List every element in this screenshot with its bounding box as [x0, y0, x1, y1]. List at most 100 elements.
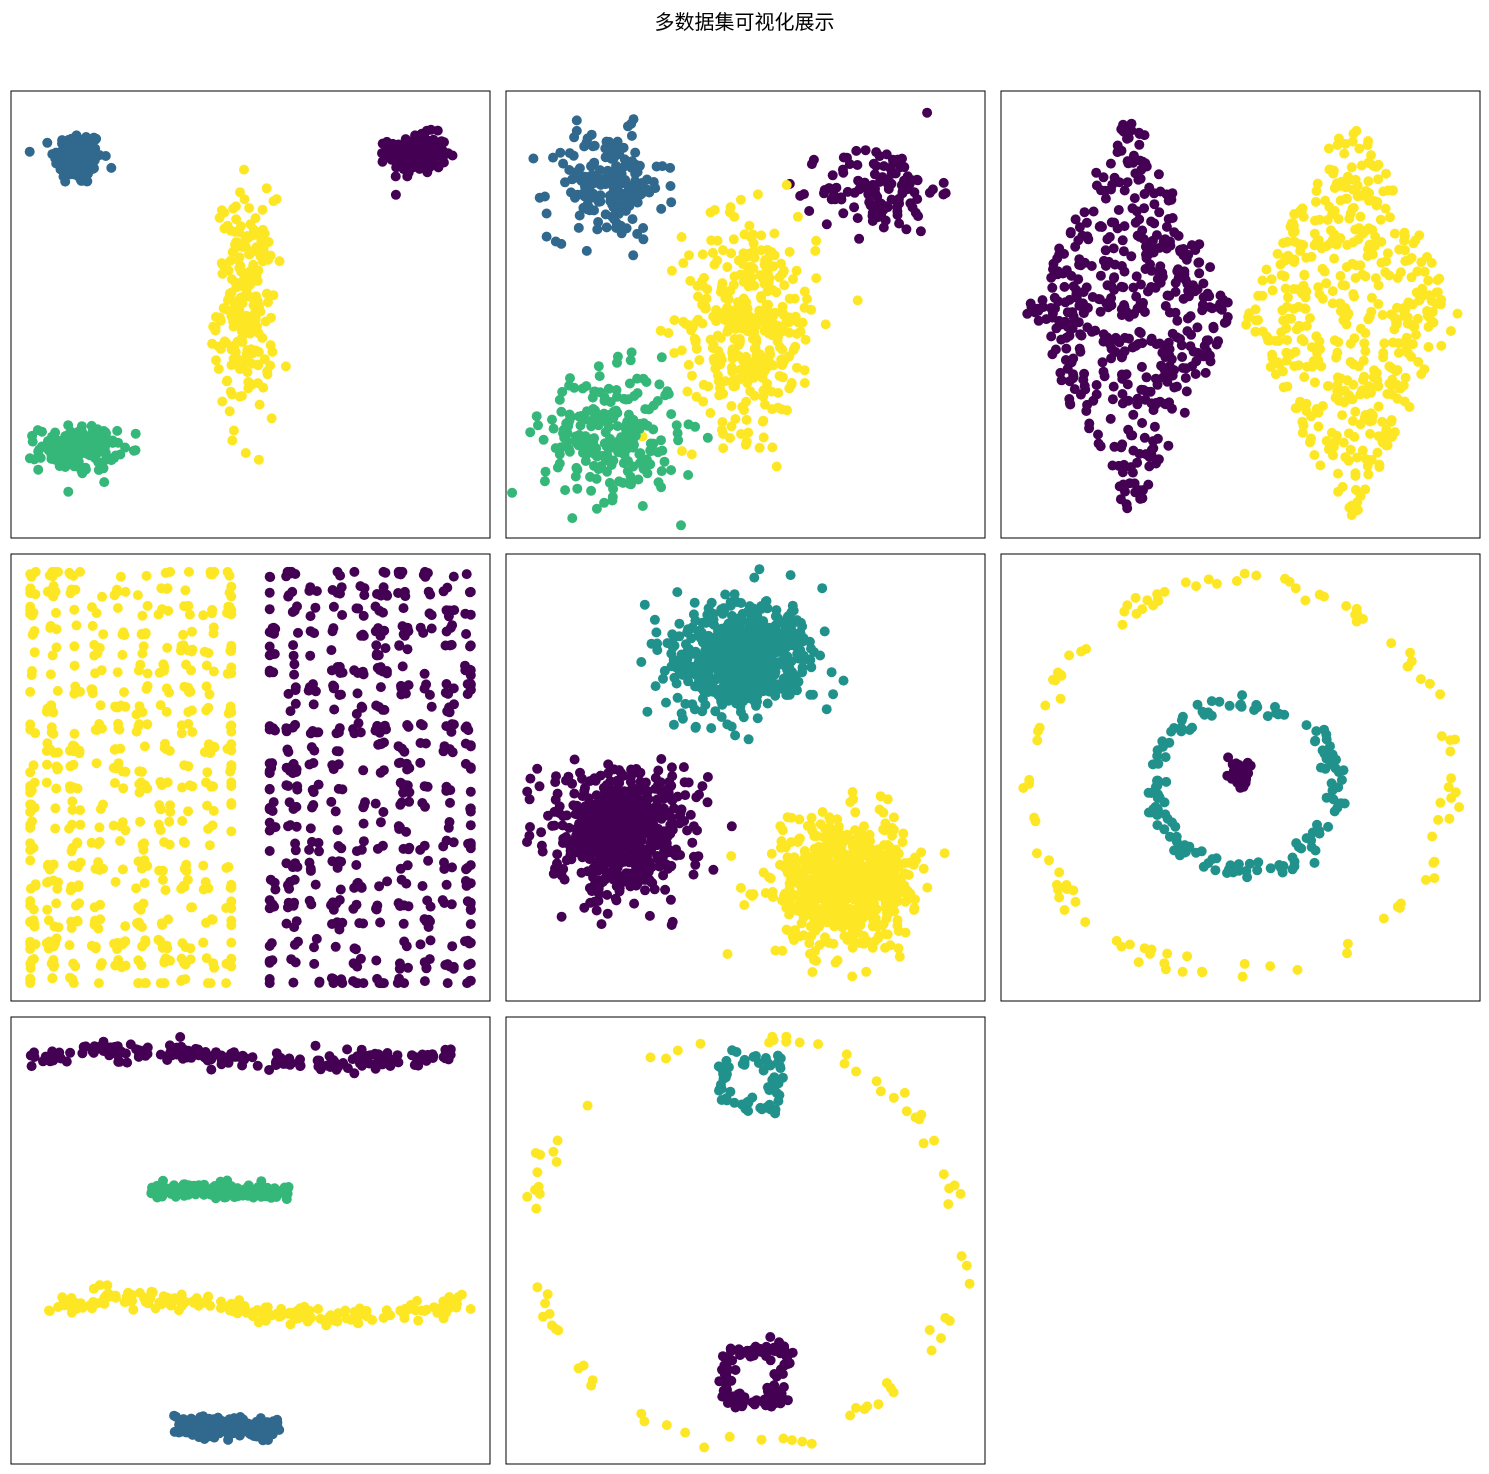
scatter-point	[781, 180, 792, 190]
scatter-point	[759, 622, 770, 633]
scatter-point	[634, 190, 645, 201]
scatter-point	[26, 571, 37, 582]
scatter-point	[138, 844, 149, 855]
scatter-point	[1338, 315, 1349, 326]
scatter-point	[1348, 128, 1359, 139]
scatter-point	[656, 203, 667, 214]
scatter-point	[313, 837, 324, 848]
scatter-point	[786, 379, 797, 390]
scatter-point	[1331, 430, 1342, 441]
scatter-point	[734, 626, 745, 637]
subplot-2	[505, 90, 986, 539]
scatter-point	[400, 134, 411, 145]
scatter-point	[142, 719, 153, 730]
scatter-point	[1297, 427, 1308, 438]
scatter-point	[100, 151, 111, 161]
scatter-point	[51, 898, 62, 909]
scatter-point	[1167, 188, 1178, 199]
scatter-point	[1392, 302, 1402, 313]
scatter-point	[221, 338, 232, 348]
scatter-point	[582, 199, 593, 210]
scatter-point	[157, 604, 168, 615]
scatter-point	[690, 721, 701, 732]
scatter-point	[53, 747, 63, 758]
scatter-point	[1058, 268, 1068, 279]
scatter-point	[50, 803, 61, 814]
scatter-point	[120, 921, 131, 932]
scatter-point	[1282, 335, 1293, 346]
scatter-point	[400, 688, 411, 699]
scatter-point	[226, 954, 237, 965]
scatter-point	[557, 386, 568, 397]
scatter-point	[159, 956, 170, 967]
scatter-point	[1309, 450, 1320, 460]
scatter-point	[264, 604, 275, 615]
scatter-point	[25, 838, 36, 849]
scatter-point	[98, 629, 109, 640]
scatter-point	[1282, 236, 1293, 247]
scatter-point	[645, 459, 656, 470]
scatter-point	[623, 409, 634, 420]
scatter-point	[1198, 278, 1209, 289]
scatter-point	[358, 765, 369, 776]
scatter-point	[1163, 440, 1174, 451]
scatter-point	[663, 328, 674, 338]
scatter-point	[811, 235, 822, 246]
scatter-point	[714, 390, 725, 401]
scatter-point	[630, 168, 641, 179]
scatter-point	[773, 679, 784, 690]
scatter-point	[283, 688, 294, 699]
scatter-point	[1139, 432, 1150, 443]
scatter-point	[590, 405, 600, 416]
scatter-point	[826, 667, 837, 678]
scatter-point	[862, 182, 873, 193]
scatter-point	[538, 434, 549, 445]
scatter-point	[768, 360, 779, 371]
scatter-point	[757, 361, 767, 372]
scatter-point	[771, 605, 782, 616]
scatter-point	[68, 168, 79, 178]
scatter-point	[710, 363, 721, 374]
scatter-point	[656, 813, 667, 824]
scatter-point	[30, 728, 41, 739]
scatter-point	[416, 128, 427, 139]
scatter-point	[249, 226, 260, 237]
scatter-point	[351, 860, 362, 870]
scatter-point	[1350, 174, 1361, 185]
scatter-point	[1141, 372, 1152, 383]
scatter-point	[1208, 323, 1219, 334]
scatter-point	[1346, 162, 1357, 173]
scatter-point	[697, 781, 708, 792]
scatter-point	[1117, 235, 1128, 246]
scatter-point	[66, 881, 77, 892]
scatter-point	[67, 796, 78, 807]
scatter-point	[739, 229, 750, 240]
scatter-point	[895, 162, 906, 173]
scatter-point	[604, 454, 614, 465]
scatter-point	[574, 163, 585, 174]
scatter-point	[398, 918, 409, 929]
scatter-point	[1093, 438, 1104, 449]
scatter-point	[1409, 322, 1419, 333]
scatter-point	[759, 317, 770, 328]
scatter-point	[120, 960, 131, 971]
scatter-point	[676, 232, 687, 242]
scatter-point	[681, 319, 691, 330]
scatter-point	[94, 642, 105, 653]
scatter-point	[328, 683, 339, 694]
scatter-point	[715, 332, 726, 343]
scatter-point	[27, 955, 37, 966]
scatter-point	[625, 355, 636, 366]
scatter-point	[214, 312, 225, 323]
scatter-point	[326, 645, 337, 656]
scatter-point	[734, 351, 745, 362]
scatter-point	[1347, 416, 1358, 426]
scatter-point	[778, 308, 789, 319]
scatter-point	[1375, 214, 1386, 225]
scatter-point	[915, 226, 926, 237]
scatter-point	[1293, 301, 1304, 312]
scatter-point	[140, 937, 151, 948]
subplot-frame	[1000, 90, 1481, 539]
scatter-point	[70, 428, 81, 439]
scatter-point	[464, 587, 475, 598]
